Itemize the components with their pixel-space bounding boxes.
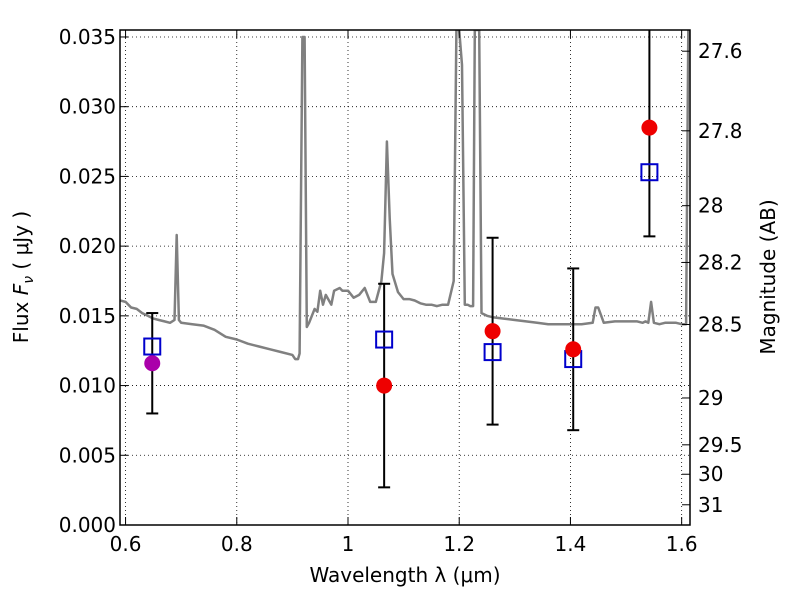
y2-axis-title: Magnitude (AB): [756, 199, 780, 354]
y-tick-label: 0.035: [59, 25, 116, 49]
model-spectrum-line: [120, 30, 690, 361]
open-square-marker: [640, 163, 659, 182]
y-axis-title: Flux Fν ( μJy ): [9, 211, 37, 343]
y2-tick-label: 27.8: [698, 119, 743, 143]
open-square-marker: [375, 330, 394, 349]
y-tick-label: 0.005: [59, 443, 116, 467]
y-tick-label: 0.030: [59, 95, 116, 119]
y-tick-label: 0.010: [59, 374, 116, 398]
open-square-marker: [143, 337, 162, 356]
data-layer: [120, 30, 690, 489]
open-square-marker: [483, 343, 502, 362]
y-tick-label: 0.025: [59, 164, 116, 188]
y2-tick-label: 28: [698, 194, 723, 218]
x-tick-label: 1.2: [443, 532, 475, 556]
x-tick-label: 1.4: [555, 532, 587, 556]
filled-circle-marker: [484, 323, 501, 340]
x-axis-title: Wavelength λ (μm): [309, 563, 500, 587]
y2-tick-label: 28.5: [698, 312, 743, 336]
filled-circle-marker: [641, 119, 658, 136]
y2-tick-label: 30: [698, 462, 723, 486]
plot-background: [120, 30, 690, 525]
plot-frame: [119, 29, 691, 526]
tick-labels: 0.6 0.8 1 1.2 1.4 1.6 0.000 0.005 0.010 0.015 0.02…: [59, 25, 743, 556]
y2-tick-label: 29: [698, 386, 723, 410]
y-axis-title-symbol: F: [9, 283, 33, 295]
y2-tick-label: 28.2: [698, 250, 743, 274]
ticks: [120, 30, 690, 526]
x-tick-label: 1: [342, 532, 355, 556]
y-tick-label: 0.015: [59, 304, 116, 328]
y2-tick-label: 31: [698, 493, 723, 517]
x-tick-label: 1.6: [666, 532, 698, 556]
filled-circle-marker: [565, 341, 582, 358]
filled-circle-marker: [144, 355, 161, 372]
y-axis-title-prefix: Flux: [9, 295, 33, 343]
y-tick-label: 0.000: [59, 513, 116, 537]
y2-tick-label: 27.6: [698, 39, 743, 63]
y-axis-title-suffix: ( μJy ): [9, 211, 33, 276]
filled-circle-marker: [376, 377, 393, 394]
y2-tick-label: 29.5: [698, 433, 743, 457]
x-tick-label: 0.6: [110, 532, 142, 556]
x-tick-label: 0.8: [221, 532, 253, 556]
y-tick-label: 0.020: [59, 234, 116, 258]
y-axis-title-subscript: ν: [21, 276, 37, 284]
